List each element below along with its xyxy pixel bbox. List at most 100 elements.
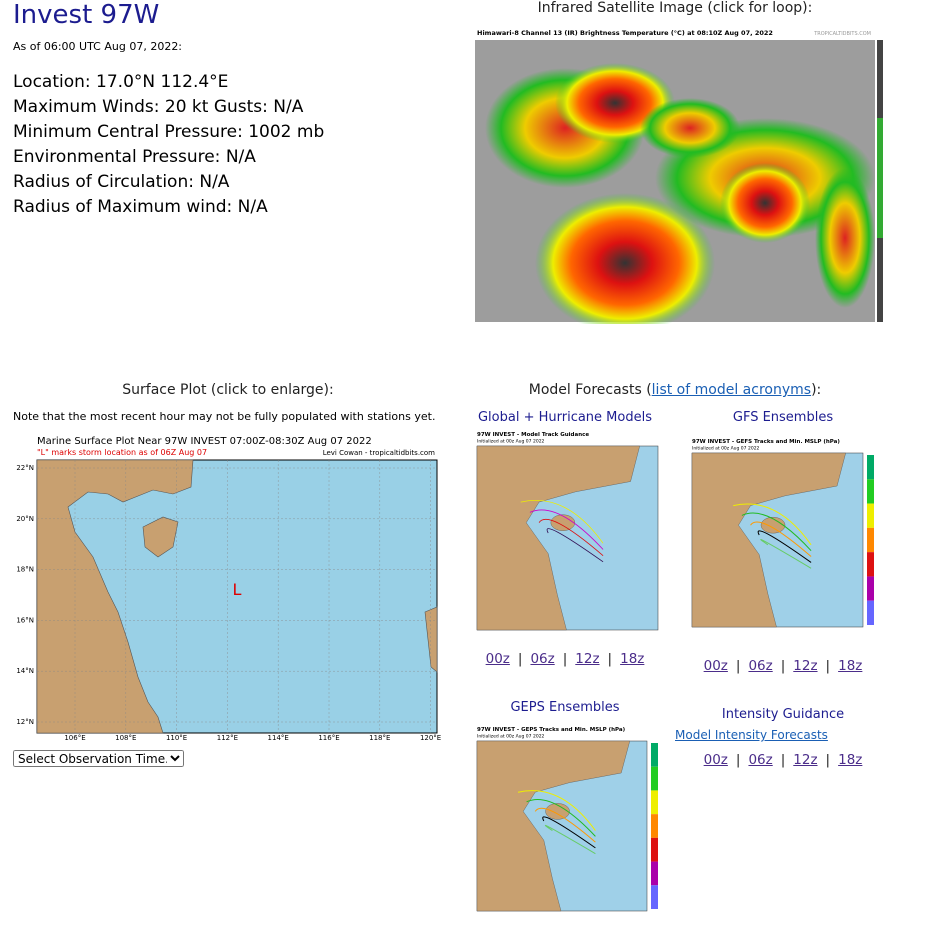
model-image-title: 97W INVEST - GEPS Tracks and Min. MSLP (… <box>477 727 626 733</box>
surface-plot[interactable]: Marine Surface Plot Near 97W INVEST 07:0… <box>13 432 443 746</box>
model-image-title: 97W INVEST - Model Track Guidance <box>477 432 589 438</box>
satellite-image[interactable]: Himawari-8 Channel 13 (IR) Brightness Te… <box>475 28 885 324</box>
lon-label: 108°E <box>115 734 136 742</box>
land <box>691 452 846 628</box>
colorbar <box>867 479 874 504</box>
run-link[interactable]: 00z <box>485 651 510 667</box>
satellite-image-credit: TROPICALTIDBITS.COM <box>813 31 871 37</box>
gefs-image[interactable]: 97W INVEST - GEFS Tracks and Min. MSLP (… <box>690 437 877 633</box>
lon-label: 118°E <box>369 734 390 742</box>
track <box>760 539 812 569</box>
lat-label: 16°N <box>16 616 34 624</box>
satellite-heading: Infrared Satellite Image (click for loop… <box>537 0 813 16</box>
observation-time-select[interactable]: Select Observation Time... <box>13 750 184 767</box>
link-separator: | <box>780 752 786 768</box>
intensity-link-wrap: Model Intensity Forecasts <box>675 728 828 742</box>
models-heading-prefix: Model Forecasts ( <box>528 382 652 398</box>
colorbar <box>651 743 658 767</box>
track <box>544 824 596 855</box>
detail-line: Environmental Pressure: N/A <box>13 147 256 167</box>
lat-label: 20°N <box>16 515 34 523</box>
link-separator: | <box>780 658 786 674</box>
colorbar <box>651 814 658 838</box>
global-heading: Global + Hurricane Models <box>477 410 652 425</box>
global-image[interactable]: 97W INVEST - Model Track GuidanceInitial… <box>475 430 662 636</box>
island <box>545 803 570 820</box>
link-separator: | <box>517 651 523 667</box>
lat-label: 12°N <box>16 718 34 726</box>
colorbar <box>651 861 658 886</box>
detail-line: Maximum Winds: 20 kt Gusts: N/A <box>13 97 304 117</box>
track <box>517 790 596 831</box>
models-heading-suffix: ): <box>811 382 822 398</box>
model-image-subtitle: Initialized at 00z Aug 07 2022 <box>477 439 545 445</box>
link-separator: | <box>735 752 741 768</box>
run-link[interactable]: 12z <box>575 651 600 667</box>
lat-label: 22°N <box>16 464 34 472</box>
run-link[interactable]: 06z <box>748 752 773 768</box>
island <box>760 516 786 534</box>
run-link[interactable]: 00z <box>703 658 728 674</box>
model-image-title: 97W INVEST - GEFS Tracks and Min. MSLP (… <box>692 439 840 445</box>
track <box>520 499 604 544</box>
gefs-links: 00z | 06z | 12z | 18z <box>688 658 878 674</box>
models-heading: Model Forecasts (list of model acronyms)… <box>470 382 880 398</box>
track <box>526 798 596 837</box>
surface-image-title: Marine Surface Plot Near 97W INVEST 07:0… <box>37 436 372 447</box>
lon-label: 110°E <box>166 734 187 742</box>
model-acronyms-link[interactable]: list of model acronyms <box>651 382 812 398</box>
link-separator: | <box>825 658 831 674</box>
geps-image[interactable]: 97W INVEST - GEPS Tracks and Min. MSLP (… <box>475 725 661 917</box>
lon-label: 120°E <box>420 734 441 742</box>
land <box>476 740 631 912</box>
lon-label: 106°E <box>64 734 85 742</box>
track <box>750 521 812 557</box>
link-separator: | <box>562 651 568 667</box>
colorbar <box>867 503 874 528</box>
track <box>529 509 604 550</box>
run-link[interactable]: 18z <box>838 752 863 768</box>
track <box>733 503 812 546</box>
run-link[interactable]: 12z <box>793 658 818 674</box>
storm-marker: L <box>233 580 242 599</box>
track <box>542 816 596 849</box>
detail-line: Radius of Maximum wind: N/A <box>13 197 268 217</box>
storm-details: Location: 17.0°N 112.4°E Maximum Winds: 2… <box>13 70 324 220</box>
as-of: As of 06:00 UTC Aug 07, 2022: <box>13 40 183 53</box>
track <box>546 528 604 563</box>
run-link[interactable]: 06z <box>530 651 555 667</box>
island <box>550 514 576 531</box>
intensity-links: 00z | 06z | 12z | 18z <box>688 752 878 768</box>
detail-line: Minimum Central Pressure: 1002 mb <box>13 122 325 142</box>
colorbar <box>651 885 658 909</box>
land <box>476 445 640 631</box>
lon-label: 114°E <box>268 734 289 742</box>
global-links: 00z | 06z | 12z | 18z <box>470 651 660 667</box>
link-separator: | <box>735 658 741 674</box>
satellite-image-title: Himawari-8 Channel 13 (IR) Brightness Te… <box>477 29 773 37</box>
colorbar <box>867 600 874 625</box>
colorbar <box>651 837 658 862</box>
colorbar <box>651 790 658 815</box>
run-link[interactable]: 12z <box>793 752 818 768</box>
lon-label: 112°E <box>217 734 238 742</box>
track <box>741 512 812 552</box>
run-link[interactable]: 18z <box>620 651 645 667</box>
link-separator: | <box>607 651 613 667</box>
gefs-heading: GFS Ensembles <box>732 410 834 425</box>
track <box>538 519 604 556</box>
surface-image-subtitle: "L" marks storm location as of 06Z Aug 0… <box>37 448 207 457</box>
intensity-link[interactable]: Model Intensity Forecasts <box>675 728 828 742</box>
colorbar <box>867 527 874 553</box>
geps-heading: GEPS Ensembles <box>510 700 620 715</box>
track <box>757 530 812 563</box>
link-separator: | <box>825 752 831 768</box>
run-link[interactable]: 06z <box>748 658 773 674</box>
surface-note: Note that the most recent hour may not b… <box>13 410 436 423</box>
surface-heading: Surface Plot (click to enlarge): <box>122 382 334 398</box>
surface-image-credit: Levi Cowan - tropicaltidbits.com <box>323 449 435 457</box>
run-link[interactable]: 18z <box>838 658 863 674</box>
run-link[interactable]: 00z <box>703 752 728 768</box>
intensity-heading: Intensity Guidance <box>721 707 845 722</box>
